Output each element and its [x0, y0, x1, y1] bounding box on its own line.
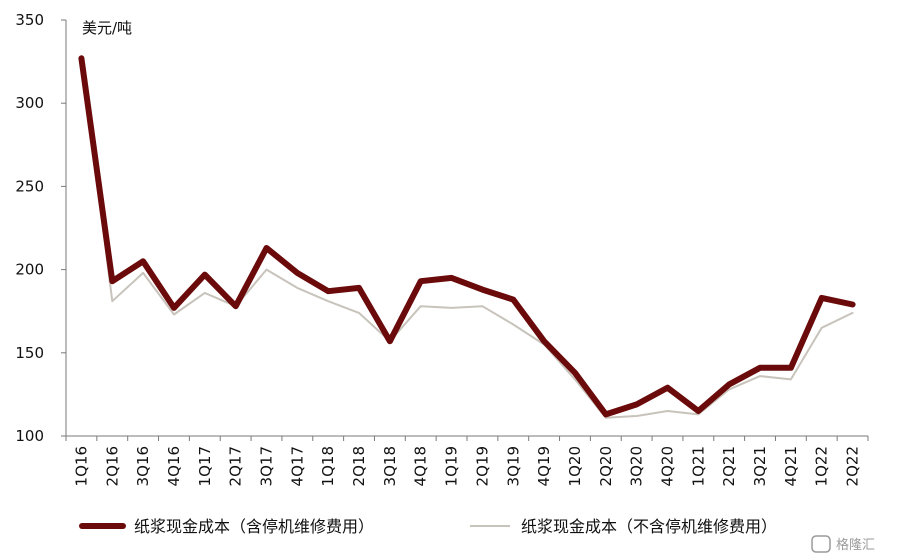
series-line-1: [78, 55, 856, 418]
x-tick-label: 3Q16: [134, 446, 152, 486]
x-tick-label: 2Q16: [103, 446, 121, 486]
legend-label-series-2: 纸浆现金成本（不含停机维修费用）: [521, 517, 777, 536]
x-tick-label: 4Q16: [165, 446, 183, 486]
x-tick-label: 1Q22: [813, 446, 831, 486]
x-tick-label: 3Q18: [381, 446, 399, 486]
x-tick-label: 3Q17: [258, 446, 276, 486]
x-tick-label: 3Q20: [628, 446, 646, 486]
x-tick-label: 4Q17: [288, 446, 306, 486]
y-tick-label: 300: [15, 94, 44, 112]
x-tick-label: 2Q20: [597, 446, 615, 486]
x-tick-label: 2Q19: [473, 446, 491, 486]
y-axis-unit-label: 美元/吨: [82, 19, 132, 37]
x-tick-label: 3Q21: [751, 446, 769, 486]
y-tick-label: 350: [15, 11, 44, 29]
x-tick-label: 3Q19: [504, 446, 522, 486]
x-tick-label: 1Q20: [566, 446, 584, 486]
x-tick-label: 1Q21: [689, 446, 707, 486]
x-tick-label: 4Q20: [659, 446, 677, 486]
legend-label-series-1: 纸浆现金成本（含停机维修费用）: [134, 517, 374, 536]
x-tick-label: 1Q18: [319, 446, 337, 486]
series-line-2: [80, 57, 854, 419]
x-tick-label: 2Q17: [227, 446, 245, 486]
x-tick-label: 4Q19: [535, 446, 553, 486]
y-axis-ticks: 100 150 200 250 300 350: [15, 11, 66, 445]
y-tick-label: 250: [15, 177, 44, 195]
y-tick-label: 150: [15, 344, 44, 362]
y-tick-label: 200: [15, 261, 44, 279]
x-tick-label: 1Q19: [443, 446, 461, 486]
watermark-text: 格隆汇: [836, 537, 875, 553]
x-tick-label: 4Q18: [412, 446, 430, 486]
x-tick-label: 2Q22: [844, 446, 862, 486]
watermark: 格隆汇: [811, 535, 875, 553]
x-tick-label: 2Q18: [350, 446, 368, 486]
x-tick-label: 1Q16: [72, 446, 90, 486]
x-tick-label: 2Q21: [720, 446, 738, 486]
legend: 纸浆现金成本（含停机维修费用） 纸浆现金成本（不含停机维修费用）: [79, 517, 777, 536]
x-axis-ticks: 1Q16 2Q16 3Q16 4Q16 1Q17 2Q17 3Q17 4Q17 1Q18 2Q18…: [65, 436, 869, 486]
x-tick-label: 1Q17: [196, 446, 214, 486]
x-tick-label: 4Q21: [782, 446, 800, 486]
y-tick-label: 100: [15, 427, 44, 445]
watermark-logo-icon: [811, 535, 831, 553]
series-lines: [78, 55, 856, 419]
